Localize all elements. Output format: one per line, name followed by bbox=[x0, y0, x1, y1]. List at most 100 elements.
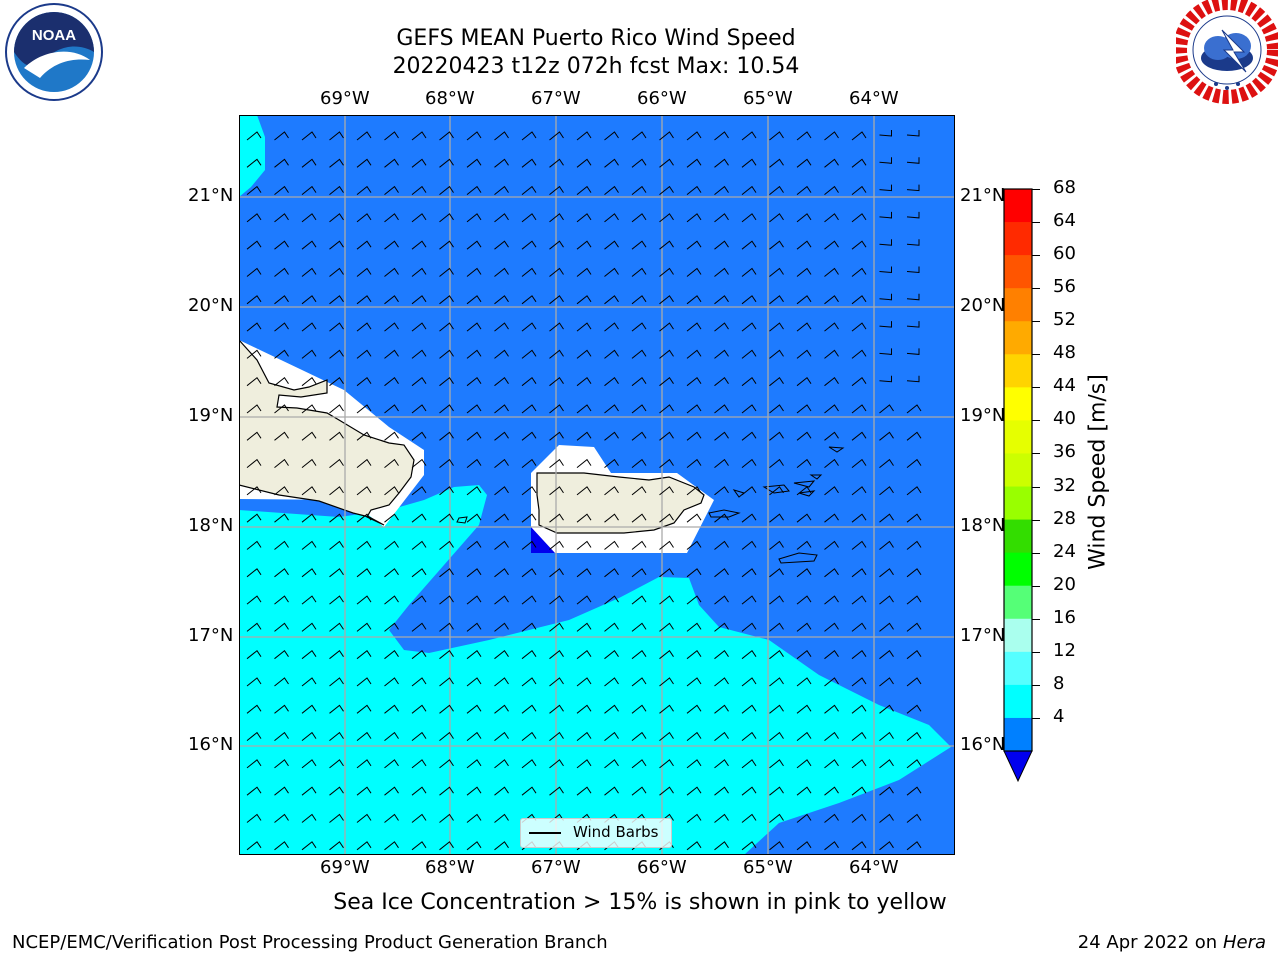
wind-barb bbox=[494, 813, 509, 823]
wind-barb bbox=[714, 704, 729, 714]
wind-barb bbox=[576, 568, 592, 578]
wind-barb bbox=[384, 540, 399, 550]
wind-barb bbox=[879, 157, 892, 164]
st-croix bbox=[778, 552, 818, 564]
wind-barb bbox=[521, 376, 537, 387]
wind-barb bbox=[906, 293, 920, 301]
lat-tick-right: 19°N bbox=[960, 405, 1006, 426]
colorbar-band bbox=[1004, 288, 1032, 322]
wind-barb bbox=[741, 540, 757, 550]
wind-barb bbox=[494, 349, 509, 359]
wind-barb bbox=[879, 348, 892, 355]
wind-barb bbox=[604, 458, 619, 468]
wind-barb bbox=[576, 404, 592, 414]
wind-barb bbox=[384, 759, 399, 769]
wind-barb bbox=[411, 786, 427, 796]
wind-barb bbox=[631, 240, 647, 250]
wind-barb bbox=[576, 786, 592, 796]
colorbar-band bbox=[1004, 651, 1032, 686]
wind-barb bbox=[521, 540, 537, 550]
lon-tick-top: 66°W bbox=[637, 88, 687, 109]
wind-barb bbox=[686, 267, 702, 277]
wind-barb bbox=[466, 704, 482, 714]
wind-barb bbox=[466, 649, 482, 660]
wind-barb bbox=[796, 759, 812, 769]
wind-barb bbox=[439, 513, 454, 523]
wind-barb bbox=[466, 677, 482, 687]
wind-barb bbox=[879, 786, 894, 796]
small-island-vieques bbox=[708, 509, 741, 518]
wind-barb bbox=[686, 349, 702, 359]
wind-barb bbox=[851, 813, 867, 823]
wind-barb bbox=[411, 841, 427, 851]
wind-barb bbox=[356, 622, 372, 632]
colorbar-band bbox=[1004, 420, 1032, 454]
wind-barb bbox=[576, 131, 592, 141]
wind-barb bbox=[906, 568, 922, 578]
wind-barb bbox=[466, 595, 482, 605]
wind-barb bbox=[906, 184, 920, 192]
wind-barb bbox=[714, 622, 729, 632]
wind-barb bbox=[741, 731, 757, 741]
wind-barb bbox=[824, 786, 839, 796]
wind-barb bbox=[741, 704, 757, 714]
wind-barb bbox=[796, 213, 812, 223]
wind-barb bbox=[741, 649, 757, 660]
wind-barb bbox=[356, 158, 372, 168]
wind-barb bbox=[796, 841, 812, 851]
wind-barb bbox=[411, 185, 427, 195]
wind-barb bbox=[769, 349, 784, 359]
wind-barb bbox=[521, 568, 537, 578]
wind-barb bbox=[439, 486, 454, 496]
wind-barb bbox=[879, 458, 894, 468]
wind-barb bbox=[686, 376, 702, 387]
wind-barb bbox=[356, 649, 372, 660]
wind-barb bbox=[659, 704, 674, 714]
wind-barb bbox=[741, 568, 757, 578]
wind-speed-colorbar bbox=[1003, 188, 1033, 783]
wind-barb bbox=[329, 131, 344, 141]
colorbar-tick-mark bbox=[1032, 684, 1040, 686]
wind-barb bbox=[741, 431, 757, 441]
wind-barb bbox=[851, 649, 867, 660]
wind-barb bbox=[246, 759, 262, 769]
wind-barb bbox=[246, 240, 262, 250]
wind-barb bbox=[879, 130, 892, 137]
wind-barb bbox=[631, 376, 647, 387]
wind-barb bbox=[384, 349, 399, 359]
wind-barb bbox=[851, 404, 867, 414]
wind-barb bbox=[906, 404, 922, 414]
wind-barb bbox=[521, 322, 537, 332]
wind-barb bbox=[384, 213, 399, 223]
wind-barb bbox=[769, 841, 784, 851]
wind-barb bbox=[384, 458, 399, 468]
wind-barb bbox=[769, 131, 784, 141]
wind-barb bbox=[246, 568, 262, 578]
wind-barb bbox=[604, 540, 619, 550]
wind-barb bbox=[301, 649, 317, 660]
wind-barb bbox=[659, 431, 674, 441]
wind-barb bbox=[659, 213, 674, 223]
lon-tick-bottom: 68°W bbox=[425, 857, 475, 878]
wind-barb bbox=[301, 786, 317, 796]
wind-barb bbox=[439, 404, 454, 414]
wind-barb bbox=[906, 239, 920, 246]
wind-barb bbox=[329, 185, 344, 195]
wind-barb bbox=[631, 267, 647, 277]
wind-barb bbox=[604, 404, 619, 414]
wind-barb bbox=[851, 786, 867, 796]
wind-barb bbox=[851, 759, 867, 769]
wind-barb bbox=[384, 158, 399, 168]
wind-barb bbox=[411, 404, 427, 414]
wind-barb bbox=[714, 185, 729, 195]
colorbar-tick-mark bbox=[1032, 519, 1040, 521]
wind-barb bbox=[549, 458, 564, 468]
wind-barb bbox=[576, 513, 592, 523]
wind-barb bbox=[356, 731, 372, 741]
colorbar-band bbox=[1004, 255, 1032, 289]
wind-barb bbox=[274, 404, 289, 414]
wind-barb bbox=[576, 486, 592, 496]
wind-barb bbox=[384, 513, 399, 523]
colorbar-tick-label: 64 bbox=[1053, 210, 1076, 232]
wind-barb bbox=[411, 622, 427, 632]
